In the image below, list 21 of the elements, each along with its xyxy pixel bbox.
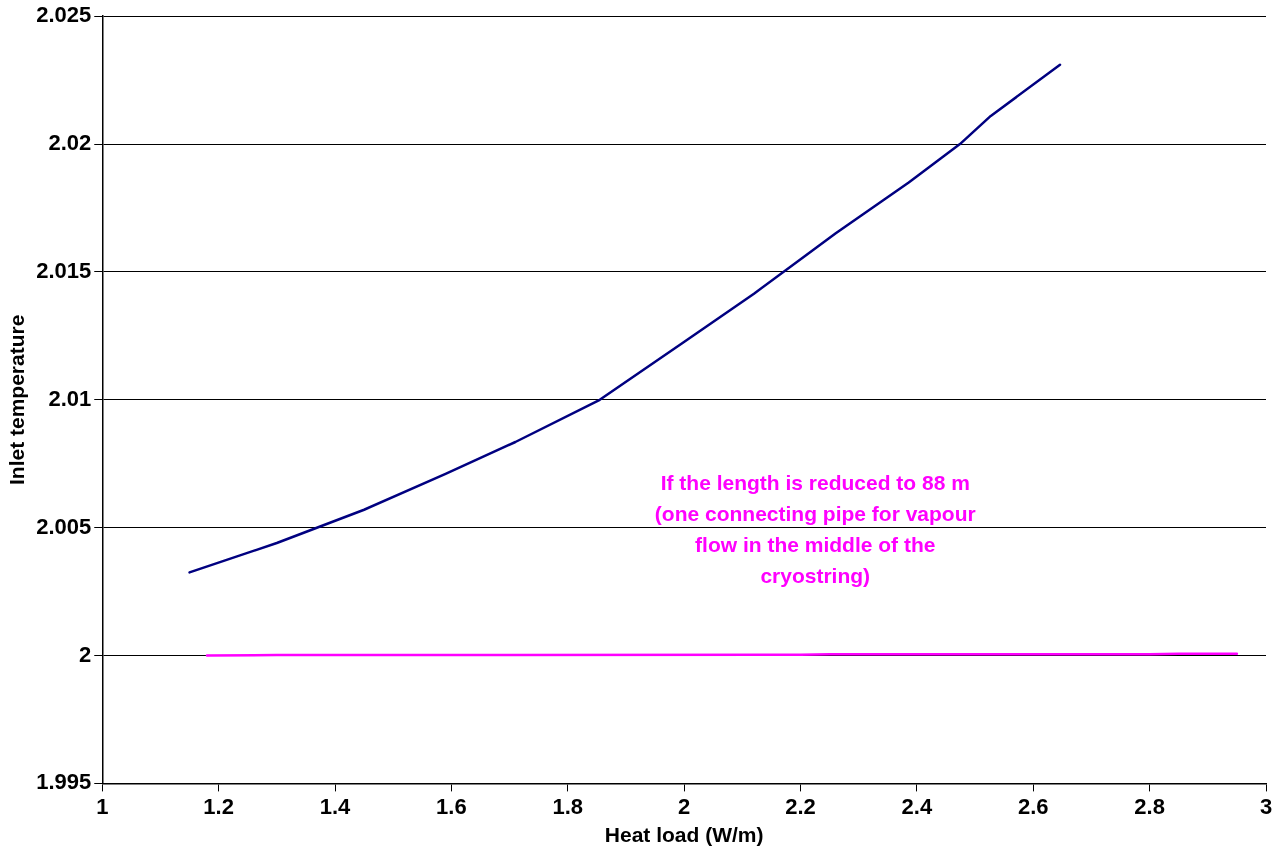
y-tick-label: 2 (79, 641, 92, 667)
x-tick-label: 2.6 (1017, 793, 1049, 819)
x-tick-label: 1.8 (552, 793, 584, 819)
x-tick-label: 1.6 (436, 793, 467, 819)
annotation: If the length is reduced to 88 m (one connecting pipe for vapour flow in the middle of the cryostring) (654, 471, 976, 588)
y-tick-label: 2.015 (36, 258, 92, 283)
y-tick-label: 2.01 (48, 385, 92, 411)
y-tick-label: 2.025 (36, 2, 92, 28)
x-tick-label: 2.4 (901, 793, 933, 819)
x-tick-label: 2 (678, 793, 691, 819)
x-tick-label: 3 (1259, 793, 1273, 819)
y-tick-label: 2.005 (36, 513, 92, 539)
x-axis-title: Heat load (W/m) (604, 823, 764, 847)
y-tick-label: 2.02 (48, 130, 92, 156)
x-tick-label: 1.4 (319, 793, 352, 819)
y-axis-title: Inlet temperature (5, 314, 29, 485)
y-tick-label: 1.995 (36, 769, 92, 795)
x-tick-label: 1 (96, 793, 109, 819)
x-tick-label: 2.8 (1134, 793, 1165, 819)
x-tick-label: 2.2 (785, 793, 816, 819)
x-tick-label: 1.2 (203, 793, 234, 819)
